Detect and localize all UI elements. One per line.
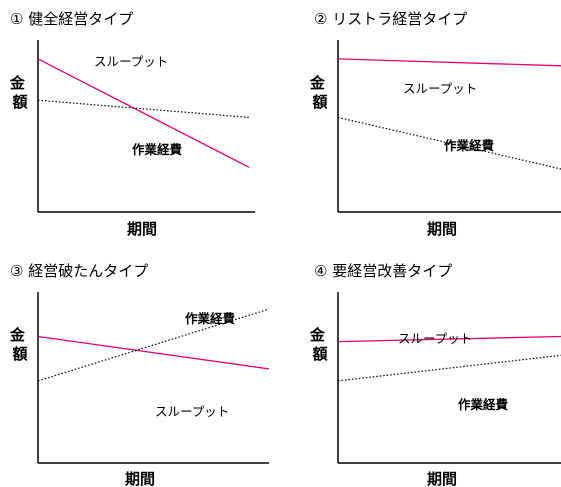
panel-3-ylabel-char-1: 金: [9, 326, 26, 344]
panel-2-plot: [337, 40, 561, 213]
panel-3-title: ③ 経営破たんタイプ: [10, 262, 148, 280]
panel-1-ylabel: 金 額: [9, 74, 30, 111]
panel-1-ylabel-char-2: 額: [11, 93, 27, 111]
panel-2-ylabel-char-2: 額: [311, 93, 327, 111]
panel-3-xlabel: 期間: [125, 470, 155, 487]
panel-1-series-2-label: 作業経費: [132, 142, 183, 157]
panel-3-series-2-label: 作業経費: [185, 311, 236, 326]
panel-2: ② リストラ経営タイプ 金 額 期間 スループット 作業経費: [309, 10, 561, 238]
panel-4-series-2-label: 作業経費: [458, 397, 509, 412]
panel-4-ylabel: 金 額: [309, 326, 330, 363]
panel-4-ylabel-char-1: 金: [309, 326, 326, 344]
panel-2-ylabel: 金 額: [309, 74, 330, 111]
panel-3-ylabel-char-2: 額: [11, 345, 27, 363]
panel-1-xlabel: 期間: [127, 220, 157, 238]
panel-2-xlabel: 期間: [427, 220, 457, 238]
panel-4-ylabel-char-2: 額: [311, 345, 327, 363]
panel-1-title: ① 健全経営タイプ: [10, 10, 133, 28]
panel-3-series-1-label: スループット: [155, 404, 229, 419]
panel-1-plot: [37, 40, 255, 213]
panel-1-series-1-label: スループット: [94, 54, 168, 69]
panel-3-ylabel: 金 額: [9, 326, 30, 363]
panel-4-series-1-line: [337, 335, 561, 343]
panel-3: ③ 経営破たんタイプ 金 額 期間 スループット 作業経費: [9, 262, 270, 487]
panel-2-series-2-label: 作業経費: [444, 138, 495, 153]
panel-1-series-1-line: [37, 58, 250, 168]
panel-4-title: ④ 要経営改善タイプ: [314, 262, 452, 280]
panel-2-title: ② リストラ経営タイプ: [314, 10, 467, 28]
panel-4-series-2-line: [337, 354, 561, 382]
panel-2-ylabel-char-1: 金: [309, 74, 326, 92]
panel-4-series-1-label: スループット: [398, 331, 472, 346]
panel-4: ④ 要経営改善タイプ 金 額 期間 スループット 作業経費: [309, 262, 561, 487]
panel-1-ylabel-char-1: 金: [9, 74, 26, 92]
panel-1-series-2-line: [37, 99, 250, 118]
panel-4-xlabel: 期間: [427, 470, 457, 487]
panel-3-plot: [37, 292, 270, 464]
panel-4-plot: [337, 292, 561, 464]
panel-1: ① 健全経営タイプ 金 額 期間 スループット 作業経費: [9, 10, 255, 238]
panel-2-series-1-label: スループット: [403, 81, 477, 96]
panel-3-series-1-line: [37, 335, 270, 370]
panel-2-series-1-line: [337, 58, 561, 67]
